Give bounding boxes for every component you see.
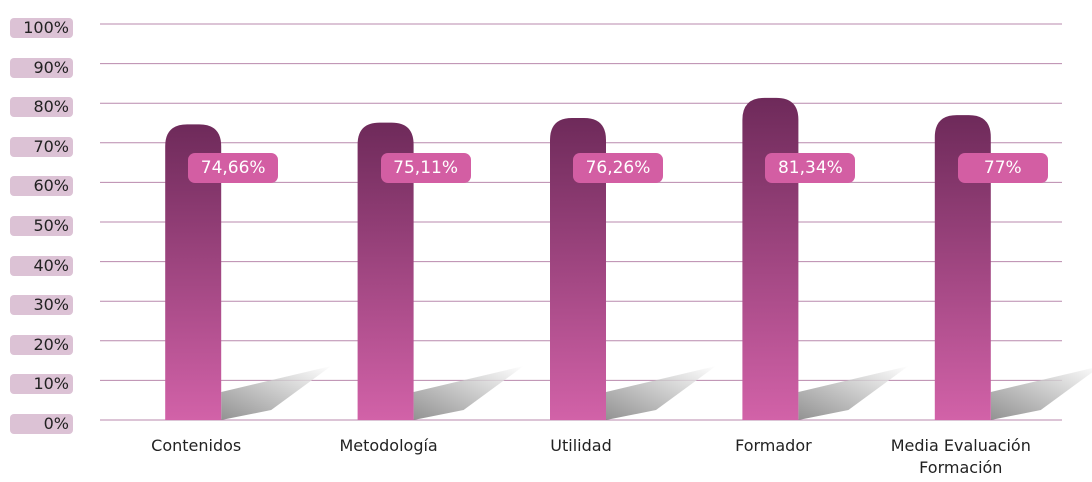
y-tick-label: 70% bbox=[10, 136, 73, 157]
x-tick-label: Contenidos bbox=[151, 436, 242, 455]
y-tick-label: 30% bbox=[10, 295, 73, 316]
x-tick-label: Utilidad bbox=[550, 436, 612, 455]
y-tick-label: 40% bbox=[10, 255, 73, 276]
y-tick-label: 60% bbox=[10, 176, 73, 197]
bar-shadow bbox=[798, 366, 909, 420]
y-tick-label: 10% bbox=[10, 374, 73, 395]
y-tick-label: 80% bbox=[10, 97, 73, 118]
x-tick-label: Media Evaluación Formación bbox=[890, 436, 1031, 477]
bar bbox=[934, 115, 991, 420]
bar bbox=[357, 122, 414, 421]
y-tick-label: 100% bbox=[10, 18, 73, 38]
bar-shadow bbox=[990, 368, 1092, 420]
bar-shadow bbox=[221, 366, 332, 420]
bar-shadow bbox=[413, 366, 524, 420]
x-tick-label: Metodología bbox=[339, 436, 438, 455]
value-label: 75,11% bbox=[380, 153, 471, 183]
bar bbox=[550, 118, 606, 420]
y-tick-label: 90% bbox=[10, 57, 73, 78]
value-label: 77% bbox=[957, 153, 1048, 183]
value-label: 81,34% bbox=[765, 153, 856, 183]
y-tick-label: 20% bbox=[10, 334, 73, 355]
y-tick-label: 50% bbox=[10, 216, 73, 236]
bar bbox=[742, 97, 799, 420]
value-label: 74,66% bbox=[188, 153, 279, 183]
bar-shadow bbox=[606, 366, 716, 420]
y-tick-label: 0% bbox=[10, 414, 73, 434]
bar bbox=[165, 124, 222, 420]
value-label: 76,26% bbox=[573, 153, 663, 183]
x-tick-label: Formador bbox=[735, 436, 812, 455]
